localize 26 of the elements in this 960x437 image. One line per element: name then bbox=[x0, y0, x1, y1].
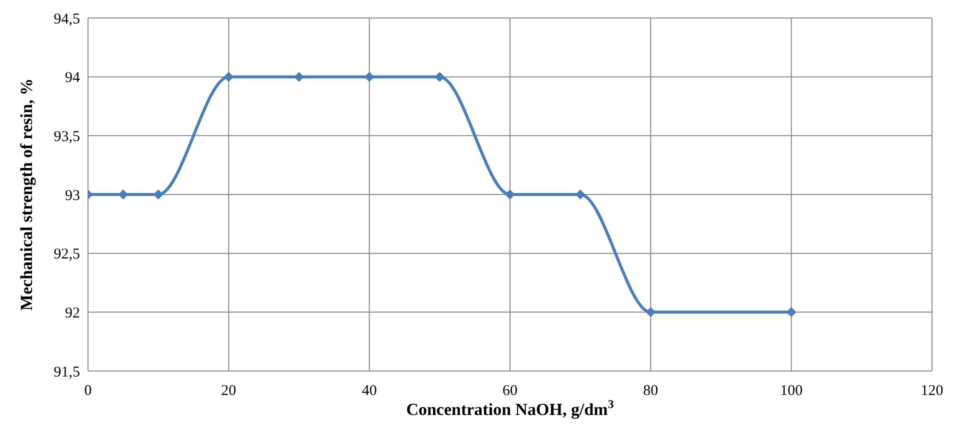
y-tick-label: 93 bbox=[65, 188, 80, 204]
y-tick-label: 94 bbox=[65, 70, 80, 86]
point bbox=[786, 307, 796, 318]
point bbox=[646, 307, 656, 318]
y-tick-label: 93,5 bbox=[54, 128, 80, 145]
x-tick-label: 80 bbox=[643, 383, 658, 399]
point bbox=[118, 190, 128, 200]
y-tick-label: 92 bbox=[65, 305, 80, 322]
y-tick-label: 94,5 bbox=[54, 11, 80, 28]
point bbox=[294, 72, 304, 82]
y-tick-label: 92,5 bbox=[54, 246, 80, 263]
point bbox=[153, 190, 164, 200]
x-tick-label: 0 bbox=[84, 383, 92, 399]
point bbox=[575, 190, 586, 200]
y-tick-label: 91,5 bbox=[54, 364, 80, 380]
x-axis-title: Concentration NaOH, g/dm$^{3}$ bbox=[406, 397, 614, 419]
y-axis-title: Mechanical strength of resin, % bbox=[16, 78, 36, 311]
point bbox=[224, 72, 234, 82]
point bbox=[364, 72, 374, 82]
point bbox=[505, 190, 515, 200]
point bbox=[434, 72, 445, 82]
x-tick-label: 100 bbox=[780, 383, 803, 399]
x-tick-label: 60 bbox=[502, 383, 518, 399]
x-tick-label: 120 bbox=[920, 383, 944, 399]
x-tick-label: 20 bbox=[221, 383, 236, 399]
x-tick-label: 40 bbox=[362, 383, 377, 399]
